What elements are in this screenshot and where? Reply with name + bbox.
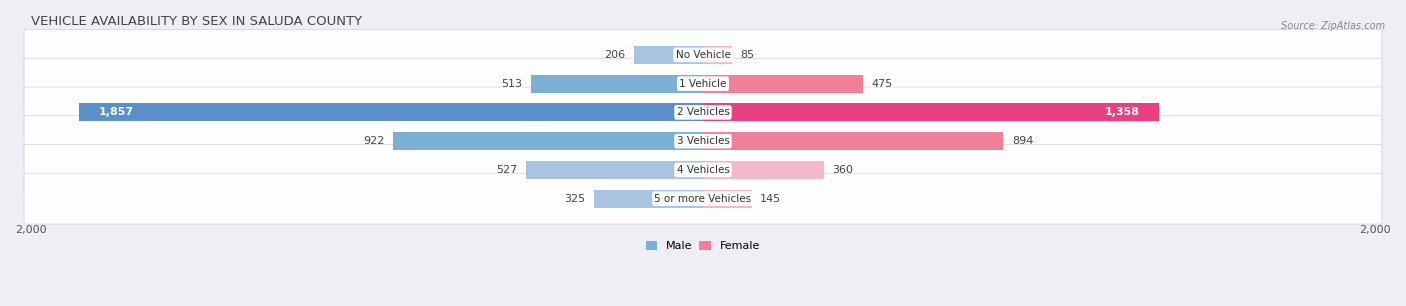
Bar	[394, 132, 703, 150]
FancyBboxPatch shape	[24, 144, 1382, 195]
FancyBboxPatch shape	[24, 116, 1382, 166]
FancyBboxPatch shape	[24, 173, 1382, 224]
Text: 206: 206	[605, 50, 626, 60]
Text: 1,857: 1,857	[98, 107, 134, 118]
Text: 360: 360	[832, 165, 853, 175]
Text: 325: 325	[564, 194, 585, 204]
Text: 1 Vehicle: 1 Vehicle	[679, 79, 727, 89]
Bar	[703, 103, 1160, 121]
Bar	[634, 46, 703, 64]
Text: 2 Vehicles: 2 Vehicles	[676, 107, 730, 118]
Text: 922: 922	[363, 136, 385, 146]
Text: 1,358: 1,358	[1104, 107, 1139, 118]
Bar	[530, 75, 703, 93]
Text: 513: 513	[501, 79, 522, 89]
Text: 85: 85	[740, 50, 754, 60]
Bar	[703, 75, 863, 93]
Bar	[703, 161, 824, 179]
Bar	[703, 46, 731, 64]
FancyBboxPatch shape	[24, 58, 1382, 109]
Text: 4 Vehicles: 4 Vehicles	[676, 165, 730, 175]
Legend: Male, Female: Male, Female	[641, 237, 765, 256]
Text: 145: 145	[761, 194, 782, 204]
Text: 894: 894	[1012, 136, 1033, 146]
Bar	[703, 132, 1004, 150]
Text: 475: 475	[872, 79, 893, 89]
Bar	[703, 190, 752, 207]
FancyBboxPatch shape	[24, 87, 1382, 138]
Text: VEHICLE AVAILABILITY BY SEX IN SALUDA COUNTY: VEHICLE AVAILABILITY BY SEX IN SALUDA CO…	[31, 15, 361, 28]
Text: Source: ZipAtlas.com: Source: ZipAtlas.com	[1281, 21, 1385, 32]
Bar	[593, 190, 703, 207]
Text: No Vehicle: No Vehicle	[675, 50, 731, 60]
Text: 3 Vehicles: 3 Vehicles	[676, 136, 730, 146]
Text: 5 or more Vehicles: 5 or more Vehicles	[654, 194, 752, 204]
Text: 527: 527	[496, 165, 517, 175]
Bar	[526, 161, 703, 179]
FancyBboxPatch shape	[24, 29, 1382, 80]
Bar	[79, 103, 703, 121]
